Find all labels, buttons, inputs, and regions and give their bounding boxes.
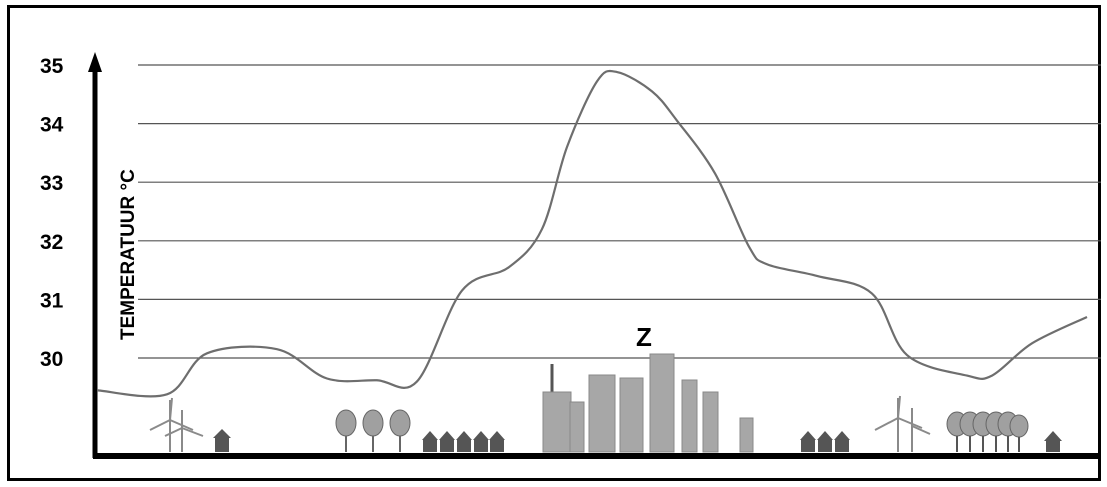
house-icon — [1044, 431, 1062, 452]
city-buildings-icon — [542, 353, 754, 453]
y-axis-arrow — [88, 52, 102, 72]
tree-cluster-icon — [946, 411, 1029, 452]
y-tick-label-30: 30 — [40, 348, 63, 371]
house-icon — [213, 429, 231, 452]
y-axis-label: TEMPERATUUR °C — [118, 169, 139, 340]
tree-icon — [335, 409, 411, 452]
house-row-icon — [800, 431, 850, 452]
y-tick-label-32: 32 — [40, 231, 63, 254]
wind-turbine-icon — [149, 397, 204, 452]
y-tick-labels: 30 31 32 33 34 35 — [40, 55, 64, 371]
temperature-series-line — [96, 69, 1088, 398]
y-tick-label-31: 31 — [40, 289, 64, 312]
y-tick-label-35: 35 — [40, 55, 64, 78]
house-row-icon — [422, 431, 505, 452]
gridlines — [138, 64, 1101, 359]
y-tick-label-33: 33 — [40, 172, 63, 195]
landscape: Z — [149, 322, 1062, 453]
y-tick-label-34: 34 — [40, 114, 64, 137]
city-marker-label: Z — [636, 322, 652, 352]
wind-turbine-icon — [874, 395, 931, 452]
